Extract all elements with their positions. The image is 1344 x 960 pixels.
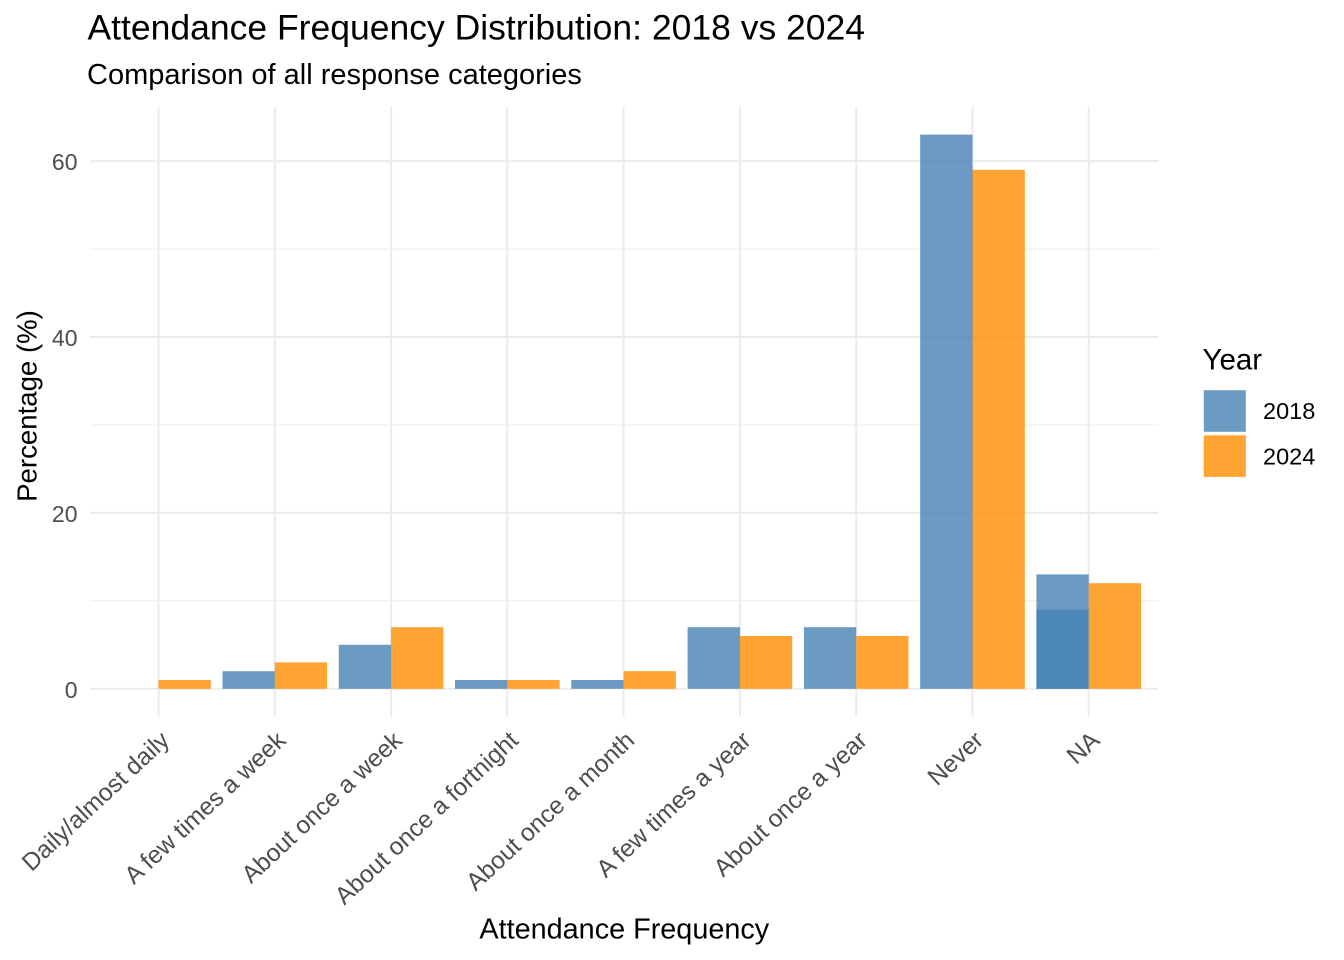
svg-text:0: 0 xyxy=(65,677,78,703)
svg-text:Percentage (%): Percentage (%) xyxy=(12,310,43,502)
svg-text:Year: Year xyxy=(1203,343,1263,376)
svg-text:Comparison of all response cat: Comparison of all response categories xyxy=(87,59,582,91)
svg-text:60: 60 xyxy=(52,149,78,175)
svg-text:Attendance Frequency: Attendance Frequency xyxy=(479,914,769,946)
svg-text:20: 20 xyxy=(52,501,78,527)
svg-text:2018: 2018 xyxy=(1263,398,1315,424)
svg-text:Attendance Frequency Distribut: Attendance Frequency Distribution: 2018 … xyxy=(88,8,866,48)
svg-text:2024: 2024 xyxy=(1263,444,1315,470)
svg-text:40: 40 xyxy=(52,325,78,351)
